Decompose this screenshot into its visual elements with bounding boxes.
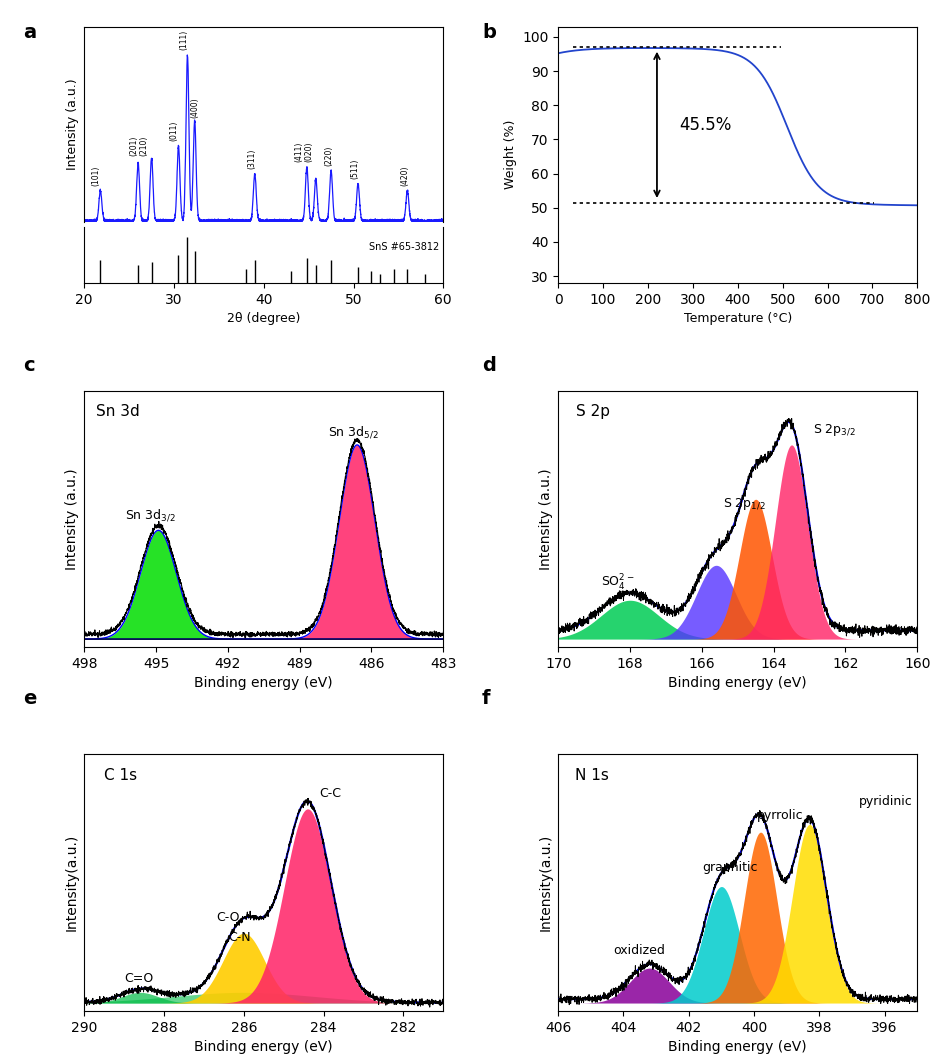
Text: (111): (111) — [180, 30, 188, 50]
Text: b: b — [482, 23, 496, 43]
Text: pyrrolic: pyrrolic — [757, 809, 804, 821]
Text: C 1s: C 1s — [104, 768, 138, 783]
Y-axis label: Intensity (a.u.): Intensity (a.u.) — [65, 468, 79, 569]
Text: a: a — [23, 23, 37, 43]
Text: SO$_4^{2-}$: SO$_4^{2-}$ — [601, 572, 635, 593]
Text: SnS #65-3812: SnS #65-3812 — [369, 242, 439, 252]
Text: C-O: C-O — [216, 912, 240, 925]
Text: C=O: C=O — [124, 971, 154, 984]
Y-axis label: Intensity(a.u.): Intensity(a.u.) — [538, 834, 552, 931]
Text: oxidized: oxidized — [614, 945, 665, 958]
Y-axis label: Intensity (a.u.): Intensity (a.u.) — [538, 468, 552, 569]
Text: 45.5%: 45.5% — [680, 116, 732, 134]
Text: S 2p: S 2p — [577, 404, 610, 419]
Text: C-C: C-C — [319, 787, 342, 800]
Text: (101): (101) — [92, 165, 100, 185]
Text: f: f — [482, 689, 490, 709]
Text: S 2p$_{3/2}$: S 2p$_{3/2}$ — [813, 422, 856, 438]
Y-axis label: Intensity (a.u.): Intensity (a.u.) — [66, 79, 79, 170]
Text: (011): (011) — [169, 120, 179, 140]
Text: graphitic: graphitic — [702, 861, 757, 874]
Text: pyridinic: pyridinic — [858, 795, 913, 808]
Text: (420): (420) — [401, 165, 409, 185]
Text: (311): (311) — [248, 149, 256, 169]
Text: Sn 3d$_{5/2}$: Sn 3d$_{5/2}$ — [329, 425, 379, 439]
Text: N 1s: N 1s — [575, 768, 608, 783]
X-axis label: 2θ (degree): 2θ (degree) — [227, 312, 300, 326]
Text: c: c — [23, 356, 35, 376]
X-axis label: Binding energy (eV): Binding energy (eV) — [668, 676, 807, 691]
Text: (400): (400) — [190, 97, 199, 118]
Text: Sn 3d$_{3/2}$: Sn 3d$_{3/2}$ — [124, 508, 176, 523]
Text: (201)
(210): (201) (210) — [129, 135, 149, 155]
X-axis label: Binding energy (eV): Binding energy (eV) — [195, 1041, 333, 1054]
Y-axis label: Intensity(a.u.): Intensity(a.u.) — [65, 834, 79, 931]
Text: Sn 3d: Sn 3d — [96, 404, 140, 419]
Text: C-N: C-N — [227, 931, 251, 944]
X-axis label: Binding energy (eV): Binding energy (eV) — [668, 1041, 807, 1054]
Text: d: d — [482, 356, 496, 376]
Text: e: e — [23, 689, 37, 709]
Text: (220): (220) — [325, 146, 334, 166]
Y-axis label: Weight (%): Weight (%) — [504, 120, 517, 189]
X-axis label: Binding energy (eV): Binding energy (eV) — [195, 676, 333, 691]
Text: (411)
(020): (411) (020) — [295, 142, 314, 163]
X-axis label: Temperature (°C): Temperature (°C) — [683, 312, 792, 326]
Text: (511): (511) — [351, 159, 359, 179]
Text: S 2p$_{1/2}$: S 2p$_{1/2}$ — [724, 497, 766, 512]
